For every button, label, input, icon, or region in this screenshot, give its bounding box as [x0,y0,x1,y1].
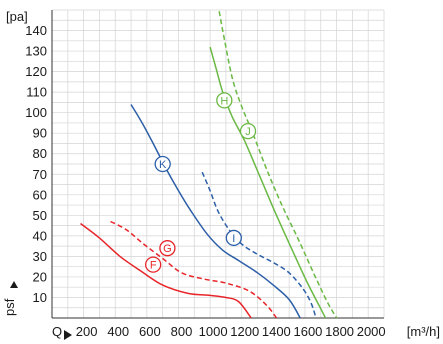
y-tick-label: 110 [26,85,47,100]
curve-i-label: I [232,233,235,245]
y-tick-label: 40 [33,228,47,243]
curve-j-label: J [245,126,251,138]
y-tick-label: 90 [33,126,47,141]
x-unit-label: [m³/h] [407,324,440,339]
x-tick-label: 400 [107,324,129,339]
x-axis-arrow-icon [64,330,72,340]
x-tick-label: 600 [139,324,161,339]
curve-g-marker [159,240,176,257]
x-tick-label: 2000 [357,324,386,339]
chart-markers: FG K I H J [145,92,257,273]
curve-k-line [130,104,301,318]
x-tick-label: 1800 [325,324,354,339]
y-tick-label: 80 [33,146,47,161]
y-unit-label: [pa] [6,9,28,24]
chart-grid [52,9,385,318]
y-axis-label: psf [2,298,17,316]
y-tick-label: 20 [33,269,47,284]
y-tick-label: 140 [25,23,47,38]
y-tick-label: 130 [25,44,47,59]
x-tick-label: 1600 [293,324,322,339]
curve-g-label: G [163,243,172,255]
y-tick-label: 10 [33,290,47,305]
x-axis-label: Q [52,324,62,339]
y-tick-label: 50 [33,208,47,223]
curve-k-marker [154,155,171,173]
x-tick-label: 200 [76,324,98,339]
curve-k-label: K [159,159,167,171]
y-tick-label: 100 [25,105,47,120]
curve-h-marker [216,92,233,109]
curve-h-label: H [220,95,228,107]
curve-i-line [201,171,317,318]
x-tick-label: 800 [171,324,193,339]
chart-curves [80,10,338,318]
y-tick-label: 60 [33,187,47,202]
curve-f-label: F [150,260,157,272]
curve-h-line [209,46,327,318]
chart-axes [51,10,384,319]
curve-g-line [110,220,278,318]
curve-f-marker [145,256,162,273]
curve-f-line [80,222,252,318]
curve-j-marker [239,122,257,140]
y-axis-arrow-icon [10,281,18,288]
y-tick-label: 30 [33,249,47,264]
y-tick-label: 70 [33,167,47,182]
x-tick-label: 1000 [199,324,228,339]
curve-i-marker [225,229,242,247]
x-tick-label: 1400 [262,324,291,339]
chart-labels: 10 20 30 40 50 60 70 80 90 100 110 120 130 140 200 400 6… [2,9,440,340]
y-tick-label: 120 [25,64,47,79]
curve-j-line [218,10,338,318]
x-tick-label: 1200 [230,324,259,339]
